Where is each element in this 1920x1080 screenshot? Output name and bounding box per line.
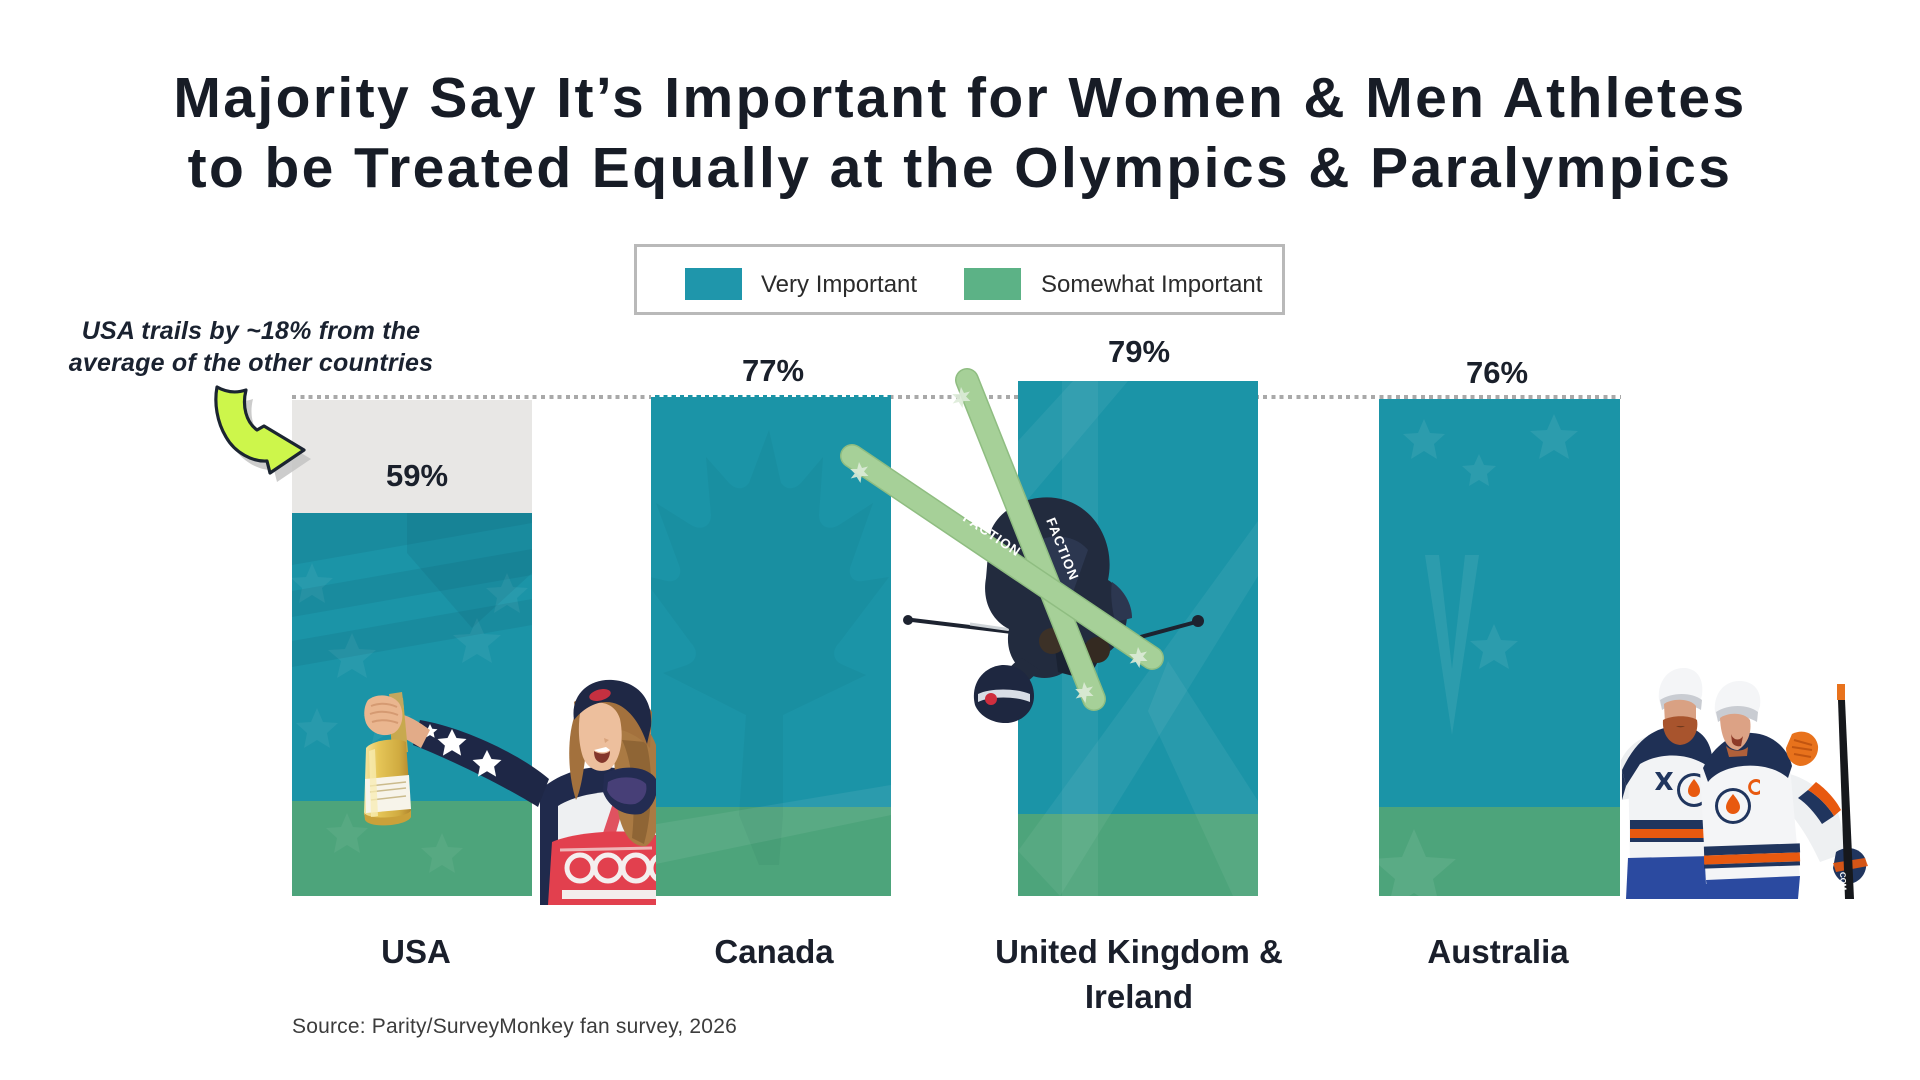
svg-text:CCM: CCM xyxy=(1838,872,1848,891)
